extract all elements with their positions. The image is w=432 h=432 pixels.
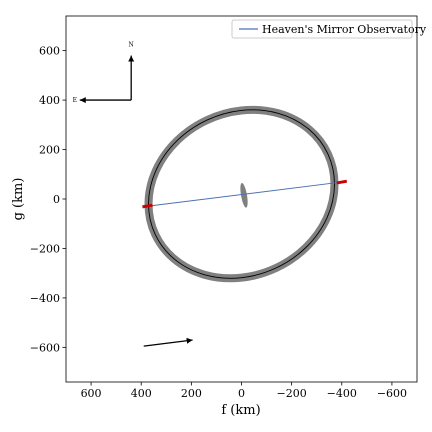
legend-label: Heaven's Mirror Observatory [262, 23, 427, 36]
x-tick-label: 200 [181, 387, 202, 400]
center-uncertainty-ellipse [240, 182, 248, 208]
chord-line [146, 181, 345, 207]
x-tick-label: −400 [327, 387, 357, 400]
x-tick-label: 400 [131, 387, 152, 400]
legend-box [231, 19, 413, 39]
chord-error-segment-1 [336, 179, 348, 185]
east-label: E [73, 97, 77, 104]
legend: Heaven's Mirror Observatory [231, 19, 427, 39]
compass: NE [73, 42, 135, 104]
y-tick-label: 600 [39, 45, 60, 58]
y-tick-label: 0 [53, 193, 60, 206]
y-tick-label: 400 [39, 94, 60, 107]
x-tick-label: 0 [238, 387, 245, 400]
x-axis-label: f (km) [221, 403, 260, 418]
x-tick-label: 600 [81, 387, 102, 400]
y-axis-label: g (km) [11, 178, 26, 221]
x-tick-label: −200 [277, 387, 307, 400]
y-tick-label: −200 [30, 242, 60, 255]
y-tick-label: 200 [39, 144, 60, 157]
fitted-ellipse [148, 109, 335, 279]
y-tick-label: −400 [30, 292, 60, 305]
chord-error-segment-0 [142, 203, 153, 209]
y-tick-label: −600 [30, 341, 60, 354]
plot-layer [142, 105, 348, 347]
x-tick-label: −600 [377, 387, 407, 400]
ticks-layer: 600 400 200 0 −200 −400 −600 600 400 200 0 −200 −400… [30, 45, 407, 400]
motion-arrow [143, 337, 193, 347]
north-label: N [129, 42, 134, 49]
